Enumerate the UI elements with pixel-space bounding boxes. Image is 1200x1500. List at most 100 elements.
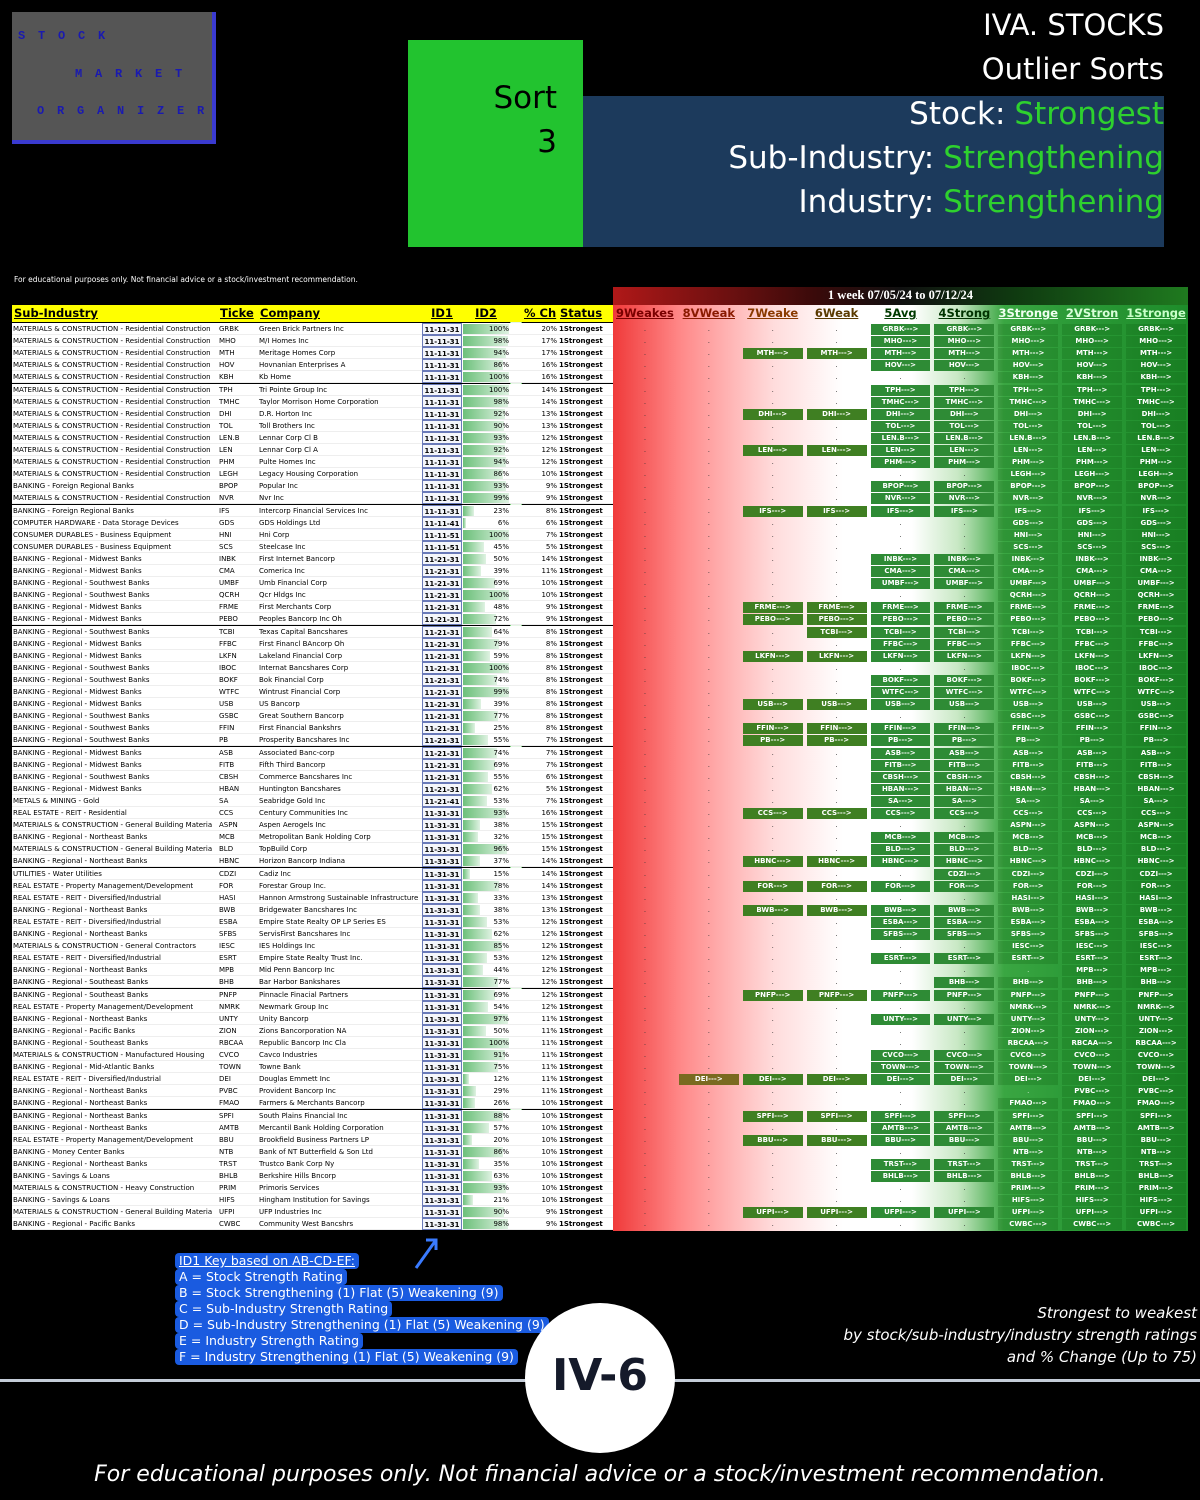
id1-cell: 11-31-31: [422, 1097, 462, 1110]
week-cell: LEGH--->: [998, 469, 1059, 481]
sub-industry-cell: MATERIALS & CONSTRUCTION - General Build…: [13, 845, 213, 854]
week-cell: CBSH--->: [1062, 771, 1123, 783]
status-cell: 1Strongest: [559, 700, 603, 709]
status-cell: 1Strongest: [559, 954, 603, 963]
week-cell: BWB--->: [1126, 904, 1186, 916]
week-cell: .: [835, 494, 838, 503]
week-cell: SA--->: [998, 795, 1059, 807]
change-cell: 16%: [541, 361, 557, 370]
id2-cell: 77%: [493, 978, 509, 987]
week-cell: .: [643, 796, 647, 805]
week-cell: .: [771, 627, 774, 636]
change-cell: 7%: [545, 530, 557, 539]
status-cell: 1Strongest: [559, 518, 603, 527]
week-cell: FOR--->: [870, 880, 931, 892]
row-bg: [12, 831, 613, 844]
id2-cell: 100%: [488, 591, 509, 600]
week-cell: SPFI--->: [1126, 1110, 1186, 1122]
week-cell: .: [835, 712, 838, 721]
column-header: 8VWeak: [682, 306, 735, 320]
id1-cell: 11-31-31: [422, 1024, 462, 1037]
week-cell: LKFN--->: [1126, 650, 1186, 662]
ticker-cell: BOKF: [219, 675, 238, 684]
id1-cell: 11-31-31: [422, 1000, 462, 1013]
change-cell: 8%: [545, 712, 557, 721]
week-cell: HBAN--->: [870, 783, 931, 795]
id1-cell: 11-31-31: [422, 1121, 462, 1134]
status-cell: 1Strongest: [559, 881, 603, 890]
sub-industry-cell: BANKING - Regional - Southwest Banks: [13, 712, 150, 721]
week-cell: .: [771, 1014, 774, 1023]
week-cell: .: [771, 712, 774, 721]
week-cell: LKFN--->: [870, 650, 931, 662]
data-bar: [463, 662, 509, 673]
company-cell: Brookfield Business Partners LP: [259, 1135, 370, 1144]
week-cell: .: [707, 325, 710, 333]
week-cell: PB--->: [870, 735, 931, 747]
week-cell: .: [771, 930, 774, 938]
week-cell: IFS--->: [934, 505, 995, 517]
week-cell: .: [707, 1208, 710, 1217]
id1-cell: 11-21-31: [422, 637, 462, 650]
week-cell: PB--->: [1062, 735, 1123, 747]
ticker-cell: AMTB: [219, 1123, 239, 1132]
week-cell: .: [771, 748, 774, 757]
week-cell: .: [771, 1038, 774, 1047]
sub-industry-cell: BANKING - Regional - Northeast Banks: [13, 930, 148, 938]
row-bg: [12, 855, 613, 868]
data-bar: [463, 880, 499, 891]
week-cell: CDZI--->: [998, 868, 1059, 880]
week-cell: .: [707, 881, 710, 890]
id2-cell: 29%: [493, 1087, 509, 1096]
data-bar: [463, 529, 509, 540]
criteria-label: Sub-Industry:: [728, 140, 935, 176]
id1-cell: 11-31-31: [422, 879, 462, 892]
change-cell: 13%: [541, 409, 557, 418]
data-bar: [463, 493, 509, 504]
id1-cell: 11-11-31: [422, 480, 462, 493]
week-cell: CCS--->: [1062, 808, 1123, 820]
id1-cell: 11-11-31: [422, 359, 462, 372]
week-cell: .: [643, 385, 647, 394]
week-cell: .: [771, 385, 774, 394]
ticker-cell: HBNC: [219, 857, 240, 866]
table-note: For educational purposes only. Not finan…: [14, 275, 358, 284]
row-bg: [12, 734, 613, 747]
criteria-label: Stock:: [909, 96, 1006, 132]
week-cell: .: [707, 1002, 710, 1011]
week-cell: .: [707, 809, 710, 817]
week-cell: CMA--->: [870, 566, 931, 578]
data-bar: [463, 324, 509, 335]
row-bg: [12, 782, 613, 795]
ticker-cell: HBAN: [219, 784, 240, 793]
ticker-cell: MHO: [219, 337, 236, 346]
id2-cell: 98%: [493, 337, 509, 346]
sub-industry-cell: BANKING - Regional - Southwest Banks: [13, 772, 150, 781]
week-cell: .: [643, 1063, 647, 1072]
ticker-cell: LEGH: [219, 470, 239, 479]
week-cell: PNFP--->: [806, 989, 867, 1001]
row-bg: [12, 928, 613, 941]
week-cell: HNI--->: [998, 529, 1059, 541]
week-cell: .: [771, 542, 774, 551]
week-cell: .: [643, 494, 647, 503]
week-cell: .: [643, 433, 647, 442]
week-cell: .: [643, 627, 647, 636]
row-bg: [12, 395, 613, 408]
company-cell: Community West Bancshrs: [259, 1220, 354, 1229]
week-cell: TOL--->: [1126, 420, 1186, 432]
data-bar: [463, 1146, 503, 1157]
week-cell: .: [899, 530, 902, 539]
week-cell: PNFP--->: [934, 989, 995, 1001]
sub-industry-cell: MATERIALS & CONSTRUCTION - Residential C…: [13, 349, 211, 358]
id2-cell: 59%: [493, 651, 509, 660]
id2-cell: 63%: [493, 1172, 509, 1180]
id1-cell: 11-31-31: [422, 855, 462, 868]
id1-cell: 11-11-31: [422, 347, 462, 360]
criteria-value: Strongest: [1014, 96, 1164, 132]
id2-cell: 98%: [493, 397, 509, 406]
week-cell: LEN--->: [1126, 445, 1186, 457]
ticker-cell: PRIM: [219, 1184, 237, 1193]
week-cell: .: [771, 845, 774, 854]
